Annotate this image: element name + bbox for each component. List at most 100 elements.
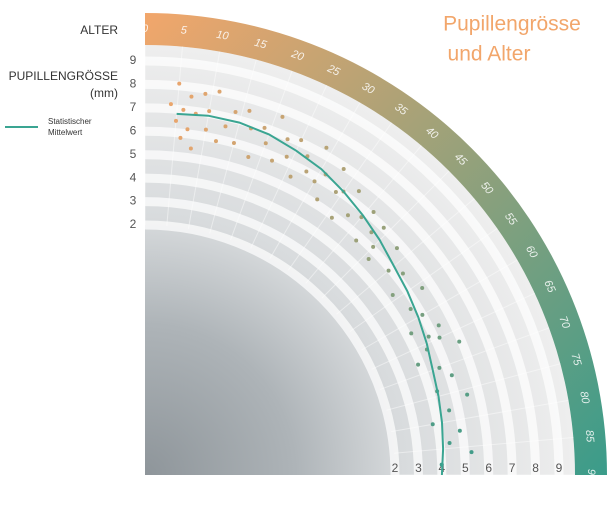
- data-point: [329, 215, 334, 220]
- data-point: [408, 306, 413, 311]
- data-point: [181, 107, 186, 112]
- data-point: [409, 331, 414, 336]
- grid-ring: [144, 126, 494, 476]
- data-point: [288, 174, 293, 179]
- data-point: [231, 140, 236, 145]
- data-point: [233, 109, 238, 114]
- grid-spoke: [394, 437, 574, 454]
- x-tick-label: 15: [253, 37, 269, 52]
- x-tick-label: 85: [583, 429, 596, 443]
- grid-ring: [144, 103, 517, 476]
- data-point: [416, 362, 421, 367]
- data-point: [420, 312, 425, 317]
- grid-ring: [144, 79, 541, 476]
- grid-spoke: [371, 292, 535, 370]
- x-tick-label: 75: [569, 352, 584, 368]
- data-point: [457, 428, 462, 433]
- data-point: [354, 238, 359, 243]
- data-point: [177, 81, 182, 86]
- angle-label: ALTER: [80, 23, 118, 37]
- data-point: [447, 408, 452, 413]
- x-tick-label: 0: [142, 23, 149, 35]
- data-point: [386, 268, 391, 273]
- data-point: [213, 139, 218, 144]
- grid-ring: [144, 197, 423, 476]
- data-point: [333, 189, 338, 194]
- title: und Alter: [448, 43, 531, 66]
- data-point: [457, 339, 462, 344]
- data-point: [188, 146, 193, 151]
- data-point: [465, 392, 470, 397]
- x-tick-label: 80: [577, 390, 591, 405]
- x-tick-label: 25: [325, 62, 343, 79]
- x-tick-label: 10: [215, 29, 230, 43]
- data-point: [312, 179, 317, 184]
- data-point: [341, 167, 346, 172]
- data-point: [285, 137, 290, 142]
- data-point: [381, 225, 386, 230]
- data-point: [263, 141, 268, 146]
- data-point: [437, 365, 442, 370]
- data-point: [304, 169, 309, 174]
- grid-ring: [144, 150, 470, 476]
- grid-spoke: [321, 170, 450, 299]
- data-point: [345, 213, 350, 218]
- data-point: [371, 244, 376, 249]
- legend-label: Mittelwert: [48, 128, 83, 137]
- data-point: [390, 293, 395, 298]
- grid-spoke: [349, 227, 498, 333]
- y-tick-label: 3: [415, 461, 422, 475]
- data-point: [420, 286, 425, 291]
- title: Pupillengrösse: [443, 13, 581, 36]
- data-point: [270, 158, 275, 163]
- data-point: [447, 440, 452, 445]
- data-point: [173, 118, 178, 123]
- y-tick-label: 9: [556, 461, 563, 475]
- data-point: [247, 108, 252, 113]
- grid-spoke: [361, 259, 518, 351]
- grid-spoke: [386, 363, 561, 411]
- y-tick-label: 7: [509, 461, 516, 475]
- y-tick-label: 6: [130, 123, 137, 137]
- data-point: [185, 127, 190, 132]
- y-tick-label: 8: [130, 77, 137, 91]
- data-point: [371, 210, 376, 215]
- y-tick-label: 4: [130, 170, 137, 184]
- data-point: [426, 334, 431, 339]
- radius-label: PUPILLENGRÖSSE: [9, 69, 118, 83]
- y-tick-label: 9: [130, 53, 137, 67]
- data-point: [246, 155, 251, 160]
- y-tick-label: 8: [532, 461, 539, 475]
- data-point: [189, 94, 194, 99]
- data-point: [223, 124, 228, 129]
- grid-spoke: [391, 399, 569, 433]
- data-point: [324, 145, 329, 150]
- grid-ring: [144, 173, 447, 476]
- grid-ring: [144, 220, 400, 476]
- grid-spoke: [250, 85, 328, 249]
- grid-spoke: [336, 198, 475, 315]
- data-point: [217, 89, 222, 94]
- data-point: [203, 127, 208, 132]
- data-point: [437, 335, 442, 340]
- x-tick-label: 70: [556, 315, 572, 331]
- data-point: [469, 450, 474, 455]
- data-point: [449, 373, 454, 378]
- x-tick-label: 90: [585, 469, 597, 482]
- grid-ring: [144, 56, 564, 476]
- x-tick-label: 5: [180, 24, 188, 37]
- grid-spoke: [209, 59, 257, 234]
- data-point: [430, 422, 435, 427]
- y-tick-label: 5: [462, 461, 469, 475]
- data-point: [207, 109, 212, 114]
- data-point: [284, 154, 289, 159]
- y-tick-label: 7: [130, 100, 137, 114]
- y-tick-label: 3: [130, 194, 137, 208]
- y-tick-label: 6: [485, 461, 492, 475]
- data-point: [366, 257, 371, 262]
- data-point: [394, 246, 399, 251]
- legend-label: Statistischer: [48, 117, 92, 126]
- grid-spoke: [287, 122, 393, 271]
- x-tick-label: 65: [541, 278, 557, 295]
